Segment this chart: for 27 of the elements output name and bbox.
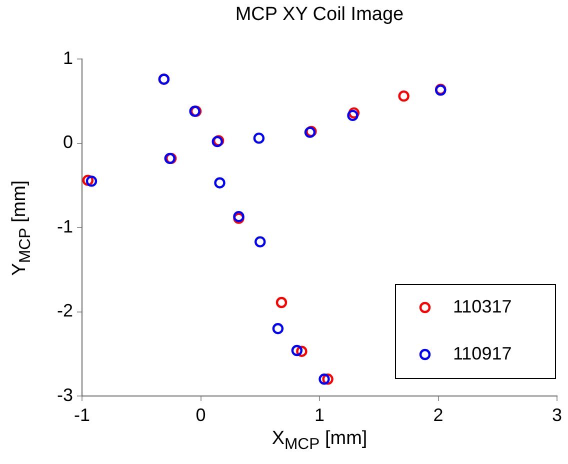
x-tick-label: 0	[196, 404, 206, 425]
point	[318, 374, 330, 385]
x-tick-label: 1	[314, 404, 325, 425]
x-tick-label: 3	[552, 404, 562, 425]
x-axis-title: X$_{MCP}$ [mm]	[270, 428, 368, 454]
y-tick-label: 0	[62, 132, 73, 152]
y-tick-label: -1	[56, 216, 73, 236]
legend-label: 110317	[453, 296, 512, 316]
point	[214, 177, 226, 188]
point	[272, 323, 284, 334]
y-tick-label: -2	[56, 300, 73, 321]
point	[291, 344, 303, 356]
point	[296, 346, 308, 357]
point	[348, 107, 360, 119]
x-tick-label: 2	[433, 404, 444, 425]
point	[322, 374, 334, 385]
point	[253, 132, 265, 144]
y-tick-label: 1	[62, 48, 73, 68]
point	[86, 176, 98, 187]
point	[276, 296, 288, 308]
point	[82, 174, 94, 186]
y-tick-label: -3	[56, 384, 73, 405]
point	[347, 110, 358, 122]
point	[254, 236, 266, 248]
chart-title: MCP XY Coil Image	[234, 4, 405, 26]
legend-label: 110917	[453, 343, 512, 364]
point	[398, 90, 410, 102]
